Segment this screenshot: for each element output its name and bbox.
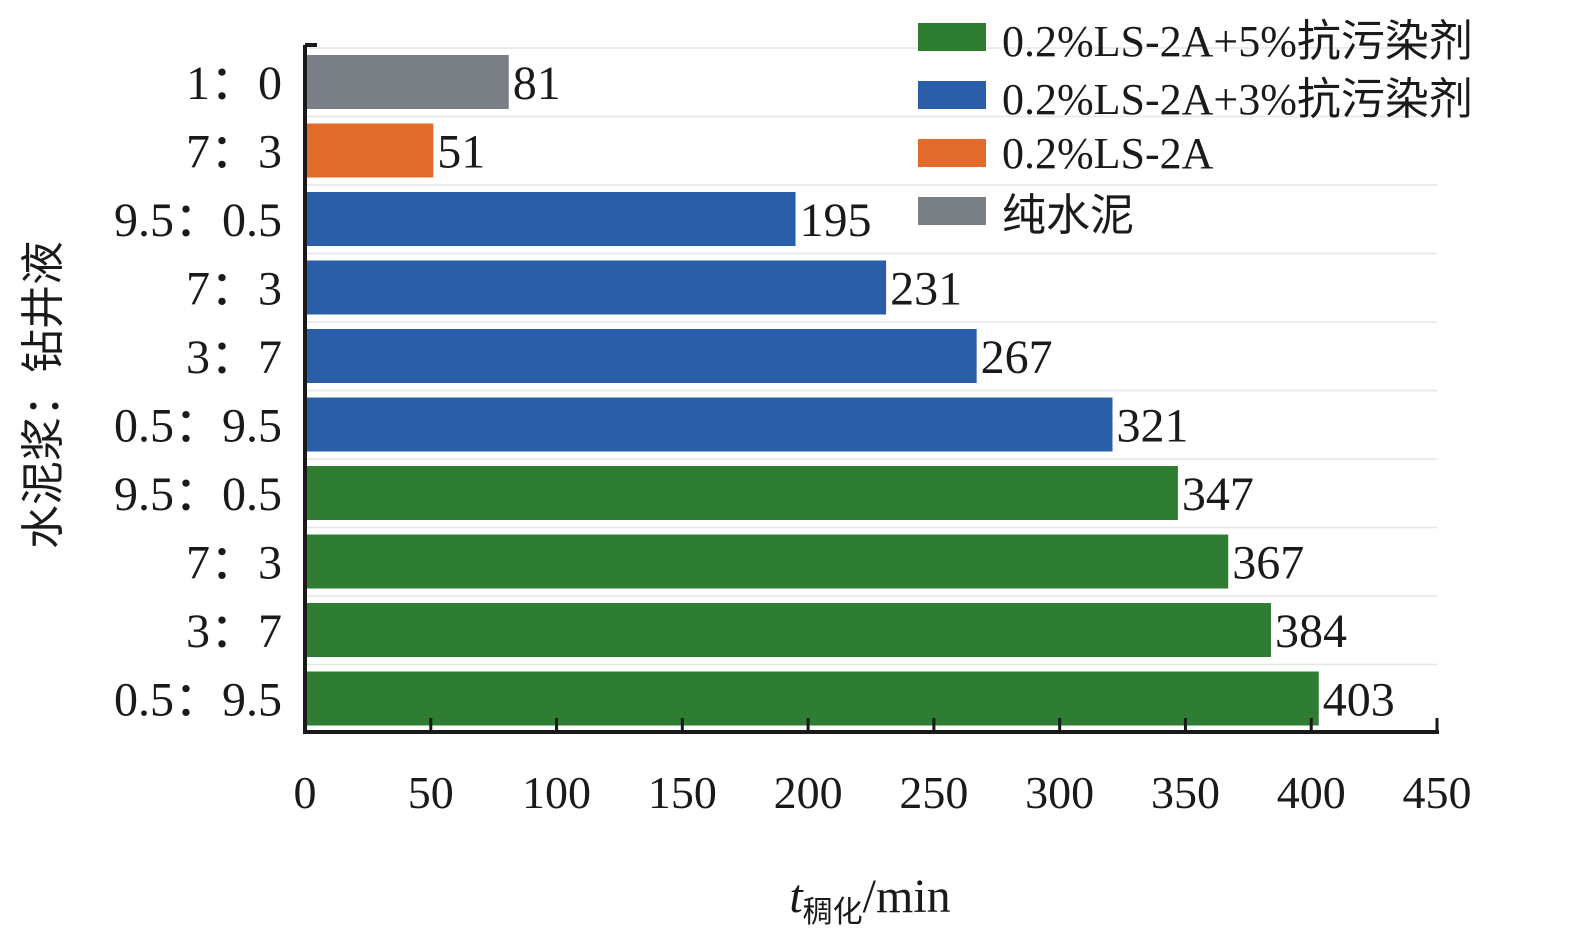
category-label: 1：0	[186, 57, 282, 110]
bar-value-label: 321	[1116, 400, 1188, 453]
bar-value-label: 367	[1232, 537, 1304, 590]
axes	[303, 43, 1439, 734]
y-tick-labels: 1：0 7：3 9.5：0.5 7：3 3：7 0.5：9.5 9.5：0.5 7：3 3：7 0…	[114, 57, 282, 727]
legend-label: 0.2%LS-2A	[1002, 128, 1214, 178]
legend-item: 0.2%LS-2A+3%抗污染剂	[918, 66, 1473, 124]
x-axis-title-unit: /min	[863, 870, 951, 923]
bars	[305, 55, 1319, 726]
bar-value-label: 231	[890, 263, 962, 316]
bar-value-label: 81	[513, 57, 561, 110]
legend-swatch	[918, 197, 986, 225]
x-tick-label: 0	[294, 767, 317, 818]
legend-item: 0.2%LS-2A+5%抗污染剂	[918, 8, 1473, 66]
legend-swatch	[918, 23, 986, 51]
legend-label: 纯水泥	[1002, 191, 1134, 240]
x-tick-label: 100	[522, 767, 591, 818]
x-tick-label: 400	[1277, 767, 1346, 818]
x-axis-title-sub: 稠化	[803, 896, 863, 929]
bar	[305, 329, 977, 383]
bar-value-label: 347	[1182, 468, 1254, 521]
bar-value-label: 403	[1323, 674, 1395, 727]
y-axis-title: 水泥浆：钻井液	[19, 241, 68, 549]
x-axis-title-main: t	[789, 870, 804, 923]
x-tick-label: 50	[408, 767, 454, 818]
x-tick-label: 250	[899, 767, 968, 818]
chart-legend: 0.2%LS-2A+5%抗污染剂 0.2%LS-2A+3%抗污染剂 0.2%LS-2…	[918, 8, 1473, 240]
bar	[305, 397, 1113, 452]
x-tick-label: 150	[648, 767, 717, 818]
bar	[305, 55, 509, 109]
category-label: 7：3	[186, 537, 282, 590]
bar-value-label: 384	[1275, 605, 1347, 658]
x-tick-label: 450	[1403, 767, 1472, 818]
category-label: 3：7	[186, 331, 282, 384]
x-tick-label: 300	[1025, 767, 1094, 818]
legend-label: 0.2%LS-2A+3%抗污染剂	[1002, 75, 1473, 124]
x-tick-label: 200	[774, 767, 843, 818]
legend-item: 纯水泥	[918, 182, 1473, 240]
x-tick-label: 350	[1151, 767, 1220, 818]
bar	[305, 671, 1319, 726]
bar-value-label: 267	[981, 331, 1053, 384]
bar	[305, 192, 796, 246]
category-label: 7：3	[186, 263, 282, 316]
bar	[305, 534, 1229, 589]
category-label: 3：7	[186, 605, 282, 658]
category-label: 7：3	[186, 126, 282, 179]
legend-item: 0.2%LS-2A	[918, 124, 1473, 182]
category-label: 0.5：9.5	[114, 674, 282, 727]
bar	[305, 123, 434, 178]
category-label: 9.5：0.5	[114, 468, 282, 521]
bar-value-label: 51	[437, 126, 485, 179]
bar	[305, 260, 887, 315]
legend-swatch	[918, 81, 986, 109]
bar-value-label: 195	[800, 194, 872, 247]
legend-swatch	[918, 139, 986, 167]
data-labels: 81 51 195 231 267 321 347 367 384 403	[437, 57, 1394, 727]
x-axis-title: t稠化/min	[789, 870, 950, 929]
category-label: 0.5：9.5	[114, 400, 282, 453]
legend-label: 0.2%LS-2A+5%抗污染剂	[1002, 17, 1473, 66]
x-tick-labels: 0 50 100 150 200 250 300 350 400 450	[294, 767, 1472, 818]
bar	[305, 603, 1271, 657]
bar	[305, 466, 1178, 520]
category-label: 9.5：0.5	[114, 194, 282, 247]
